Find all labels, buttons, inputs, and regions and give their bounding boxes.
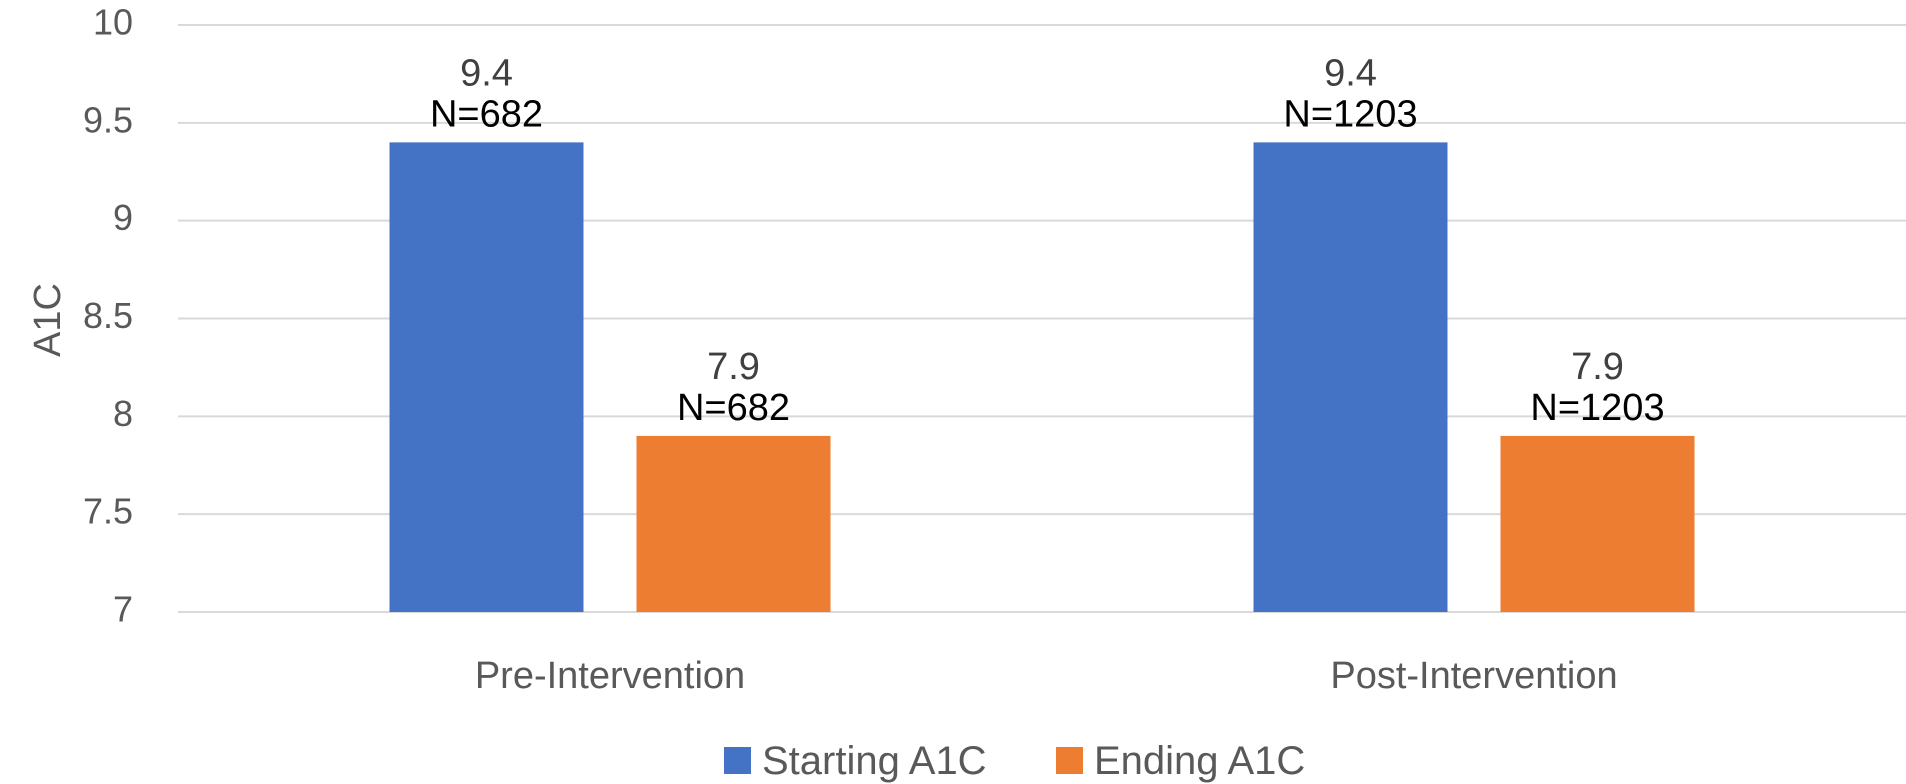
y-tick-label: 7.5 — [83, 491, 133, 532]
sample-size-label: N=1203 — [1530, 387, 1664, 429]
bar — [1500, 435, 1695, 612]
legend-label: Ending A1C — [1094, 739, 1305, 783]
y-tick-label: 9 — [113, 197, 133, 238]
y-tick-label: 7 — [113, 589, 133, 630]
y-tick-label: 8.5 — [83, 295, 133, 336]
y-tick-label: 8 — [113, 393, 133, 434]
x-category-label: Post-Intervention — [1330, 655, 1617, 697]
value-label: 7.9 — [707, 346, 760, 388]
legend-swatch — [724, 747, 751, 774]
bar — [636, 435, 831, 612]
bar — [1253, 142, 1448, 612]
y-tick-label: 9.5 — [83, 99, 133, 140]
sample-size-label: N=1203 — [1283, 93, 1417, 135]
bars — [389, 142, 1695, 612]
y-axis-label: A1C — [27, 283, 69, 357]
legend-swatch — [1056, 747, 1083, 774]
sample-size-label: N=682 — [430, 93, 543, 135]
bar — [389, 142, 584, 612]
x-axis-categories: Pre-Intervention Post-Intervention — [475, 655, 1618, 697]
y-axis-ticks: 7 7.5 8 8.5 9 9.5 10 — [83, 2, 133, 630]
x-category-label: Pre-Intervention — [475, 655, 745, 697]
legend-label: Starting A1C — [762, 739, 987, 783]
legend: Starting A1C Ending A1C — [724, 739, 1305, 783]
y-tick-label: 10 — [93, 2, 133, 43]
value-label: 9.4 — [1324, 52, 1377, 94]
value-label: 7.9 — [1571, 346, 1624, 388]
value-label: 9.4 — [460, 52, 513, 94]
sample-size-label: N=682 — [677, 387, 790, 429]
